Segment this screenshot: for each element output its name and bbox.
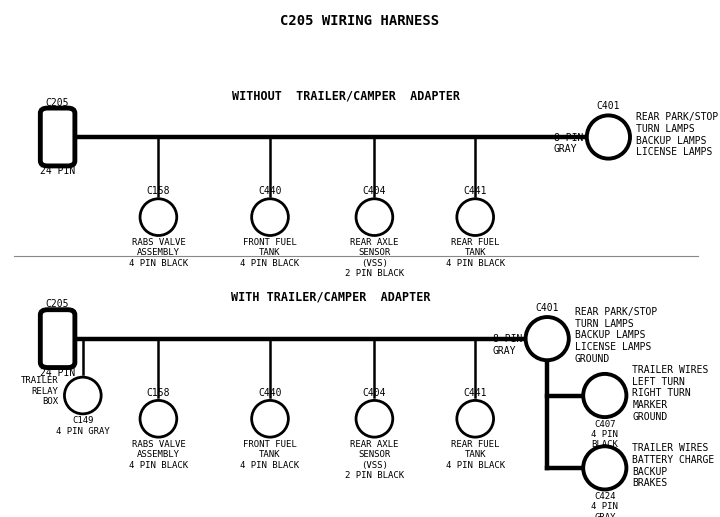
Text: REAR PARK/STOP
TURN LAMPS
BACKUP LAMPS
LICENSE LAMPS
GROUND: REAR PARK/STOP TURN LAMPS BACKUP LAMPS L… — [575, 307, 657, 363]
Text: C440: C440 — [258, 186, 282, 196]
Ellipse shape — [140, 199, 177, 236]
Ellipse shape — [356, 400, 393, 437]
Text: TRAILER WIRES
LEFT TURN
RIGHT TURN
MARKER
GROUND: TRAILER WIRES LEFT TURN RIGHT TURN MARKE… — [632, 365, 708, 421]
Text: C404: C404 — [363, 388, 386, 398]
Text: C407
4 PIN
BLACK: C407 4 PIN BLACK — [591, 420, 618, 449]
Text: RABS VALVE
ASSEMBLY
4 PIN BLACK: RABS VALVE ASSEMBLY 4 PIN BLACK — [129, 238, 188, 268]
Text: 24 PIN: 24 PIN — [40, 368, 75, 378]
Text: FRONT FUEL
TANK
4 PIN BLACK: FRONT FUEL TANK 4 PIN BLACK — [240, 440, 300, 469]
Text: C205: C205 — [46, 98, 69, 108]
Ellipse shape — [583, 446, 626, 490]
Text: FRONT FUEL
TANK
4 PIN BLACK: FRONT FUEL TANK 4 PIN BLACK — [240, 238, 300, 268]
Text: REAR FUEL
TANK
4 PIN BLACK: REAR FUEL TANK 4 PIN BLACK — [446, 238, 505, 268]
Text: C205 WIRING HARNESS: C205 WIRING HARNESS — [280, 13, 440, 28]
Ellipse shape — [252, 199, 288, 236]
Text: TRAILER
RELAY
BOX: TRAILER RELAY BOX — [21, 376, 59, 406]
Text: 8 PIN
GRAY: 8 PIN GRAY — [492, 334, 522, 356]
Text: TRAILER WIRES
BATTERY CHARGE
BACKUP
BRAKES: TRAILER WIRES BATTERY CHARGE BACKUP BRAK… — [632, 443, 714, 488]
Text: 24 PIN: 24 PIN — [40, 166, 75, 176]
Ellipse shape — [457, 199, 494, 236]
Text: C158: C158 — [147, 186, 170, 196]
Text: C149
4 PIN GRAY: C149 4 PIN GRAY — [56, 417, 109, 436]
Text: C401: C401 — [536, 303, 559, 313]
Text: RABS VALVE
ASSEMBLY
4 PIN BLACK: RABS VALVE ASSEMBLY 4 PIN BLACK — [129, 440, 188, 469]
Text: WITHOUT  TRAILER/CAMPER  ADAPTER: WITHOUT TRAILER/CAMPER ADAPTER — [232, 89, 459, 102]
Ellipse shape — [356, 199, 393, 236]
Text: C440: C440 — [258, 388, 282, 398]
Text: C404: C404 — [363, 186, 386, 196]
Text: C158: C158 — [147, 388, 170, 398]
FancyBboxPatch shape — [40, 310, 75, 368]
Text: C441: C441 — [464, 388, 487, 398]
Ellipse shape — [252, 400, 288, 437]
Ellipse shape — [526, 317, 569, 360]
FancyBboxPatch shape — [40, 108, 75, 166]
Text: C424
4 PIN
GRAY: C424 4 PIN GRAY — [591, 492, 618, 517]
Text: REAR AXLE
SENSOR
(VSS)
2 PIN BLACK: REAR AXLE SENSOR (VSS) 2 PIN BLACK — [345, 238, 404, 278]
Text: REAR FUEL
TANK
4 PIN BLACK: REAR FUEL TANK 4 PIN BLACK — [446, 440, 505, 469]
Text: REAR PARK/STOP
TURN LAMPS
BACKUP LAMPS
LICENSE LAMPS: REAR PARK/STOP TURN LAMPS BACKUP LAMPS L… — [636, 112, 718, 157]
Text: C401: C401 — [597, 101, 620, 111]
Text: C441: C441 — [464, 186, 487, 196]
Ellipse shape — [65, 377, 101, 414]
Text: REAR AXLE
SENSOR
(VSS)
2 PIN BLACK: REAR AXLE SENSOR (VSS) 2 PIN BLACK — [345, 440, 404, 480]
Ellipse shape — [140, 400, 177, 437]
Text: 8 PIN
GRAY: 8 PIN GRAY — [554, 133, 583, 154]
Text: WITH TRAILER/CAMPER  ADAPTER: WITH TRAILER/CAMPER ADAPTER — [231, 291, 431, 304]
Ellipse shape — [587, 115, 630, 159]
Ellipse shape — [583, 374, 626, 417]
Text: C205: C205 — [46, 299, 69, 310]
Ellipse shape — [457, 400, 494, 437]
